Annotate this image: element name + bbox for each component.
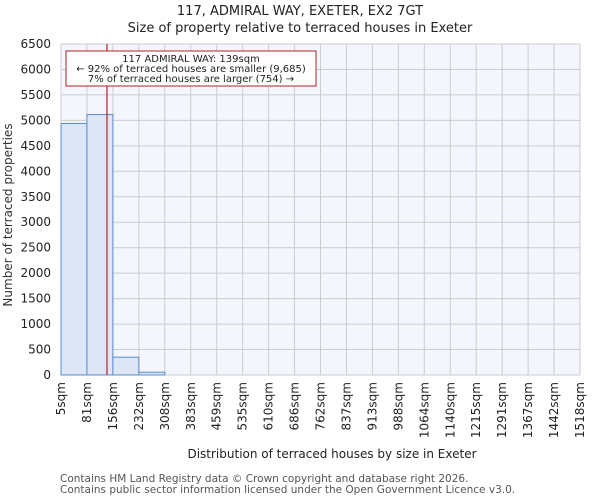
x-tick-label: 232sqm bbox=[132, 382, 146, 430]
grid-lines bbox=[60, 43, 581, 376]
x-axis-ticks: 5sqm 81sqm 156sqm 232sqm 308sqm 383sqm 459sqm 5… bbox=[54, 382, 587, 438]
x-tick-label: 837sqm bbox=[339, 382, 353, 430]
y-tick-label: 3500 bbox=[20, 190, 51, 204]
x-tick-label: 308sqm bbox=[158, 382, 172, 430]
footer-line-2: Contains public sector information licen… bbox=[60, 484, 516, 496]
x-tick-label: 686sqm bbox=[288, 382, 302, 430]
y-axis-label: Number of terraced properties bbox=[1, 123, 15, 306]
y-tick-label: 5500 bbox=[20, 88, 51, 102]
x-tick-label: 5sqm bbox=[54, 382, 68, 415]
x-axis-label: Distribution of terraced houses by size … bbox=[187, 447, 476, 461]
histogram-bar bbox=[112, 356, 140, 376]
x-tick-label: 1518sqm bbox=[573, 382, 587, 438]
footer-line-1: Contains HM Land Registry data © Crown c… bbox=[60, 473, 469, 485]
y-axis-ticks: 0 500 1000 1500 2000 2500 3000 3500 4000 4500 5000… bbox=[20, 37, 51, 382]
histogram-bar bbox=[138, 371, 166, 376]
annotation-line-3: 7% of terraced houses are larger (754) → bbox=[88, 74, 294, 85]
y-tick-label: 1000 bbox=[20, 317, 51, 331]
y-tick-label: 3000 bbox=[20, 215, 51, 229]
x-tick-label: 988sqm bbox=[391, 382, 405, 430]
chart-title: 117, ADMIRAL WAY, EXETER, EX2 7GT bbox=[176, 4, 424, 19]
x-tick-label: 1215sqm bbox=[469, 382, 483, 438]
y-tick-label: 4500 bbox=[20, 139, 51, 153]
x-tick-label: 913sqm bbox=[365, 382, 379, 430]
x-tick-label: 383sqm bbox=[184, 382, 198, 430]
chart-subtitle: Size of property relative to terraced ho… bbox=[127, 21, 473, 36]
bars bbox=[60, 114, 166, 376]
x-tick-label: 610sqm bbox=[262, 382, 276, 430]
annotation-line-1: 117 ADMIRAL WAY: 139sqm bbox=[122, 54, 260, 65]
x-tick-label: 535sqm bbox=[236, 382, 250, 430]
x-tick-label: 459sqm bbox=[210, 382, 224, 430]
annotation-line-2: ← 92% of terraced houses are smaller (9,… bbox=[76, 64, 306, 75]
y-tick-label: 500 bbox=[28, 343, 51, 357]
x-tick-label: 1291sqm bbox=[495, 382, 509, 438]
x-tick-label: 1442sqm bbox=[547, 382, 561, 438]
y-tick-label: 0 bbox=[43, 368, 51, 382]
y-tick-label: 4000 bbox=[20, 164, 51, 178]
histogram-bar bbox=[86, 114, 114, 376]
histogram-bar bbox=[60, 122, 88, 376]
x-tick-label: 1367sqm bbox=[521, 382, 535, 438]
y-tick-label: 2000 bbox=[20, 266, 51, 280]
x-tick-label: 1064sqm bbox=[417, 382, 431, 438]
y-tick-label: 5000 bbox=[20, 113, 51, 127]
x-tick-label: 81sqm bbox=[80, 382, 94, 423]
y-tick-label: 6000 bbox=[20, 62, 51, 76]
y-tick-label: 1500 bbox=[20, 292, 51, 306]
x-tick-label: 1140sqm bbox=[443, 382, 457, 438]
x-tick-label: 762sqm bbox=[314, 382, 328, 430]
y-tick-label: 6500 bbox=[20, 37, 51, 51]
y-tick-label: 2500 bbox=[20, 241, 51, 255]
footer: Contains HM Land Registry data © Crown c… bbox=[60, 474, 515, 496]
x-tick-label: 156sqm bbox=[106, 382, 120, 430]
annotation-box bbox=[65, 50, 317, 87]
